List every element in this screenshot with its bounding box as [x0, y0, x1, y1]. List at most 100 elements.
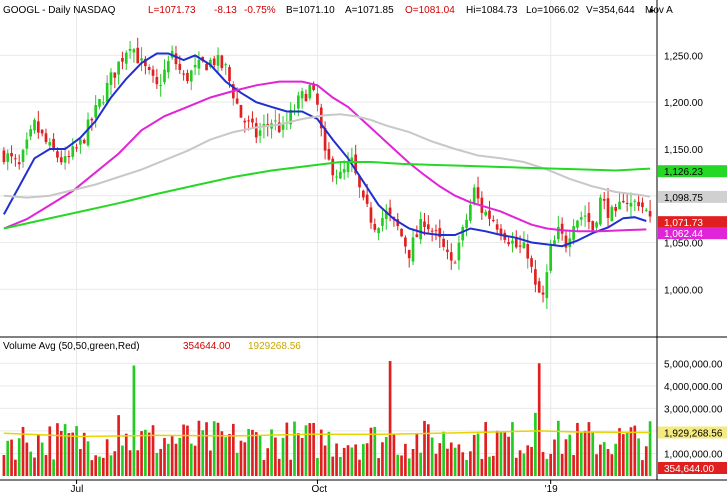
volume-bar: [182, 424, 185, 476]
candle-body: [633, 200, 637, 202]
volume-bar: [606, 449, 610, 476]
volume-bar: [350, 447, 354, 476]
volume-bar: [205, 422, 208, 476]
volume-bar: [193, 445, 197, 476]
scroll-right-icon[interactable]: ▸: [650, 5, 655, 15]
volume-bar: [614, 443, 618, 476]
volume-bar: [610, 454, 614, 476]
volume-bar: [44, 454, 48, 476]
ask-price: A=1071.85: [345, 5, 394, 16]
time-tick-label: Jul: [71, 484, 84, 494]
candle-body: [147, 66, 151, 71]
candle-body: [472, 187, 476, 203]
candle-body: [6, 153, 10, 162]
volume-bar: [67, 433, 71, 476]
volume-bar: [63, 424, 67, 476]
volume-bar: [132, 365, 136, 476]
volume-bar: [354, 444, 358, 476]
candle-body: [136, 47, 140, 64]
candle-body: [426, 224, 430, 230]
candle-body: [251, 118, 254, 123]
volume-bar: [300, 437, 304, 476]
price-tick-label: 1,050.00: [664, 238, 703, 249]
candle-body: [323, 127, 327, 151]
volume-bar: [144, 429, 147, 476]
candle-body: [610, 206, 614, 222]
volume-bar: [595, 454, 598, 476]
candle-body: [537, 281, 541, 293]
candle-body: [189, 70, 193, 82]
volume-bar: [33, 457, 36, 476]
candle-body: [239, 104, 243, 118]
volume-bar: [285, 422, 289, 476]
candle-body: [331, 158, 335, 176]
volume-bar: [270, 429, 273, 476]
volume-bar: [442, 431, 445, 476]
candle-body: [430, 230, 434, 232]
volume-bar: [327, 431, 331, 476]
candle-body: [220, 55, 224, 69]
volume-bar: [163, 438, 166, 476]
volume-bar: [457, 444, 461, 476]
time-tick-label: Oct: [311, 484, 327, 494]
candle-body: [579, 217, 583, 220]
candle-body: [186, 72, 189, 81]
volume-bar: [568, 434, 572, 476]
volume-bar: [6, 440, 10, 476]
volume-bar: [86, 441, 90, 476]
candle-body: [346, 162, 350, 173]
volume-bar: [251, 429, 254, 476]
candle-body: [40, 129, 44, 134]
volume-bar: [231, 423, 235, 476]
volume-bar: [52, 459, 55, 476]
volume-bar: [308, 423, 312, 476]
volume-bar: [174, 443, 178, 476]
volume-bar: [404, 443, 407, 476]
candle-body: [21, 150, 25, 163]
candle-body: [354, 154, 358, 174]
candle-body: [228, 67, 231, 81]
volume-bar: [21, 426, 25, 476]
volume-bar: [618, 428, 621, 476]
candle-body: [518, 245, 522, 247]
volume-bar: [296, 433, 300, 476]
last-price: L=1071.73: [148, 5, 196, 16]
price-tag-label: 1,071.73: [664, 218, 703, 229]
candle-body: [618, 201, 621, 210]
volume-bar: [560, 453, 564, 476]
candle-body: [335, 176, 338, 178]
candle-body: [274, 120, 277, 122]
volume-bar: [591, 432, 595, 476]
volume-bar: [564, 439, 568, 476]
volume-bar: [553, 439, 556, 476]
volume-bar: [365, 443, 369, 476]
candle-body: [457, 242, 461, 261]
candle-body: [33, 119, 36, 131]
volume-bar: [556, 420, 560, 476]
candle-body: [411, 237, 415, 262]
volume-bar: [358, 459, 361, 476]
candle-body: [358, 175, 361, 188]
candle-body: [446, 249, 449, 252]
moving-average-green: [3, 161, 651, 230]
change-value: -8.13: [214, 5, 237, 16]
volume-bar: [423, 420, 426, 476]
volume-bar: [235, 452, 239, 476]
moving-average-blue: [3, 52, 647, 248]
volume-bar: [637, 438, 640, 476]
candle-body: [514, 237, 518, 248]
volume-bar: [587, 422, 591, 476]
volume-bar: [40, 442, 44, 476]
volume-bar: [526, 445, 530, 476]
candle-body: [90, 118, 94, 121]
candle-body: [243, 120, 247, 123]
candle-body: [434, 230, 438, 232]
volume-bar: [388, 361, 392, 476]
volume-bar: [201, 430, 205, 476]
volume-bar: [140, 431, 143, 476]
candle-body: [491, 219, 495, 221]
candle-body: [541, 292, 545, 295]
volume-bar: [71, 432, 75, 476]
candle-body: [140, 58, 143, 61]
